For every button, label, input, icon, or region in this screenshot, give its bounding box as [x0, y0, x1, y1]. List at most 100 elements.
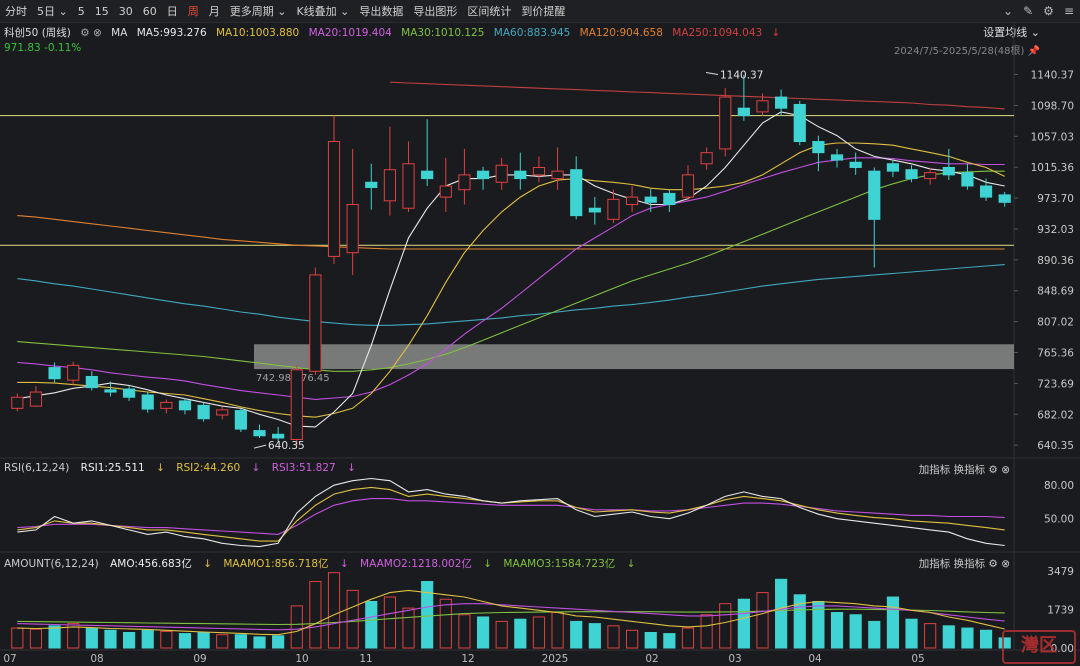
add-indicator-button[interactable]: 加指标: [918, 464, 951, 476]
period-item-7[interactable]: 周: [187, 5, 199, 18]
amount-bar: [421, 581, 434, 649]
amount-bar: [812, 600, 825, 649]
candle-body: [830, 154, 844, 161]
ma120-line: [17, 215, 1005, 250]
gear-icon[interactable]: ⚙: [988, 464, 998, 476]
period-item-8[interactable]: 月: [208, 5, 220, 18]
candle-body: [327, 141, 341, 257]
amount-bar: [775, 578, 788, 649]
amount-bar: [551, 612, 564, 649]
candle-body: [216, 409, 229, 416]
candle-body: [458, 174, 471, 191]
amount-bar: [216, 634, 229, 649]
candle-body: [11, 396, 24, 409]
add-indicator-button[interactable]: 加指标: [918, 558, 951, 570]
candle-body: [439, 185, 452, 198]
x-tick-label: 10: [295, 653, 308, 665]
x-tick-label: 2025: [542, 653, 569, 665]
menu-icon[interactable]: ≡: [1063, 4, 1074, 18]
y-tick-label: 890.36: [1037, 255, 1074, 267]
rsi2-value: RSI2:44.260: [176, 462, 241, 474]
period-item-0[interactable]: 分时: [5, 5, 27, 18]
ma20-value: MA20:1019.404: [308, 27, 392, 39]
x-tick-label: 07: [3, 653, 16, 665]
x-tick-label: 02: [645, 653, 658, 665]
y-tick-label: 1057.03: [1031, 131, 1074, 143]
period-item-1[interactable]: 5日 ⌄: [37, 5, 68, 18]
candle-body: [309, 274, 322, 372]
candle-body: [737, 107, 750, 117]
ma-legend: 科创50 (周线) ⚙ ⊗ MA MA5:993.276 MA10:1003.8…: [4, 25, 786, 40]
candle-body: [495, 164, 508, 183]
maamo3-value: MAAMO3:1584.723亿: [503, 558, 616, 570]
amount-bar: [178, 633, 192, 649]
amount-bar: [737, 598, 750, 649]
rsi-controls: 加指标 换指标 ⚙ ⊗: [919, 462, 1010, 477]
ma10-line: [17, 142, 1005, 418]
down-icon: ↓: [156, 462, 165, 474]
settings-icon[interactable]: ⚙: [1043, 4, 1054, 18]
down-icon: ↓: [251, 462, 261, 474]
amount-bar: [48, 625, 61, 649]
amount-bar: [681, 627, 695, 649]
pen-icon[interactable]: ✎: [1023, 4, 1034, 18]
amount-bar: [253, 636, 266, 649]
period-item-13[interactable]: 区间统计: [467, 5, 512, 18]
candle-body: [868, 170, 881, 220]
candle-body: [160, 401, 173, 409]
settings-small-icon[interactable]: ⚙ ⊗: [80, 27, 102, 39]
period-item-4[interactable]: 30: [118, 4, 133, 18]
candle-body: [756, 100, 769, 113]
amount-bar: [663, 633, 676, 649]
ma-label: MA: [111, 27, 128, 39]
candle-body: [905, 169, 918, 180]
collapse-icon[interactable]: ⌄: [1003, 4, 1014, 18]
candle-body: [849, 161, 862, 168]
amount-bar: [11, 627, 24, 649]
y-tick-label: 1098.70: [1031, 100, 1074, 112]
period-item-11[interactable]: 导出数据: [359, 5, 404, 18]
amount-bar: [868, 620, 881, 649]
maamo2-value: MAAMO2:1218.002亿: [360, 558, 472, 570]
switch-indicator-button[interactable]: 换指标: [953, 558, 986, 570]
ma60-value: MA60:883.945: [493, 27, 571, 39]
period-item-10[interactable]: K线叠加 ⌄: [296, 5, 350, 18]
period-item-6[interactable]: 日: [166, 5, 178, 18]
amount-bar: [924, 623, 937, 649]
period-item-14[interactable]: 到价提醒: [521, 5, 566, 18]
switch-indicator-button[interactable]: 换指标: [953, 464, 986, 476]
close-icon[interactable]: ⊗: [1001, 464, 1010, 476]
ma5-value: MA5:993.276: [136, 27, 207, 39]
x-tick-label: 05: [911, 653, 924, 665]
maamo1-value: MAAMO1:856.718亿: [223, 558, 329, 570]
amount-bar: [104, 629, 117, 649]
period-item-2[interactable]: 5: [77, 4, 85, 18]
period-item-9[interactable]: 更多周期 ⌄: [229, 5, 287, 18]
rsi-title: RSI(6,12,24): [4, 462, 70, 474]
amount-bar: [272, 635, 285, 649]
amount-bar: [570, 620, 583, 649]
amount-bar: [495, 620, 508, 649]
ma120-value: MA120:904.658: [579, 27, 663, 39]
set-ma-button[interactable]: 设置均线 ⌄: [983, 26, 1040, 39]
candle-body: [719, 96, 732, 150]
close-icon[interactable]: ⊗: [1001, 558, 1010, 570]
candle-body: [793, 103, 806, 143]
rsi1-line: [17, 477, 1005, 548]
amount-bar: [998, 637, 1011, 649]
period-item-12[interactable]: 导出图形: [413, 5, 458, 18]
period-item-3[interactable]: 15: [94, 4, 109, 18]
gear-icon[interactable]: ⚙: [988, 558, 998, 570]
candle-body: [812, 141, 825, 154]
candle-body: [942, 166, 955, 176]
ma60-line: [17, 264, 1005, 326]
amount-header: AMOUNT(6,12,24) AMO:456.683亿 ↓ MAAMO1:85…: [4, 556, 643, 571]
down-icon: ↓: [203, 558, 213, 570]
candle-body: [346, 204, 359, 254]
rsi-y-tick-label: 80.00: [1044, 480, 1074, 492]
period-item-5[interactable]: 60: [142, 4, 157, 18]
watermark-logo: 灣区: [1002, 630, 1076, 664]
amount-y-tick-label: 1739: [1047, 604, 1074, 616]
candle-body: [141, 394, 154, 410]
